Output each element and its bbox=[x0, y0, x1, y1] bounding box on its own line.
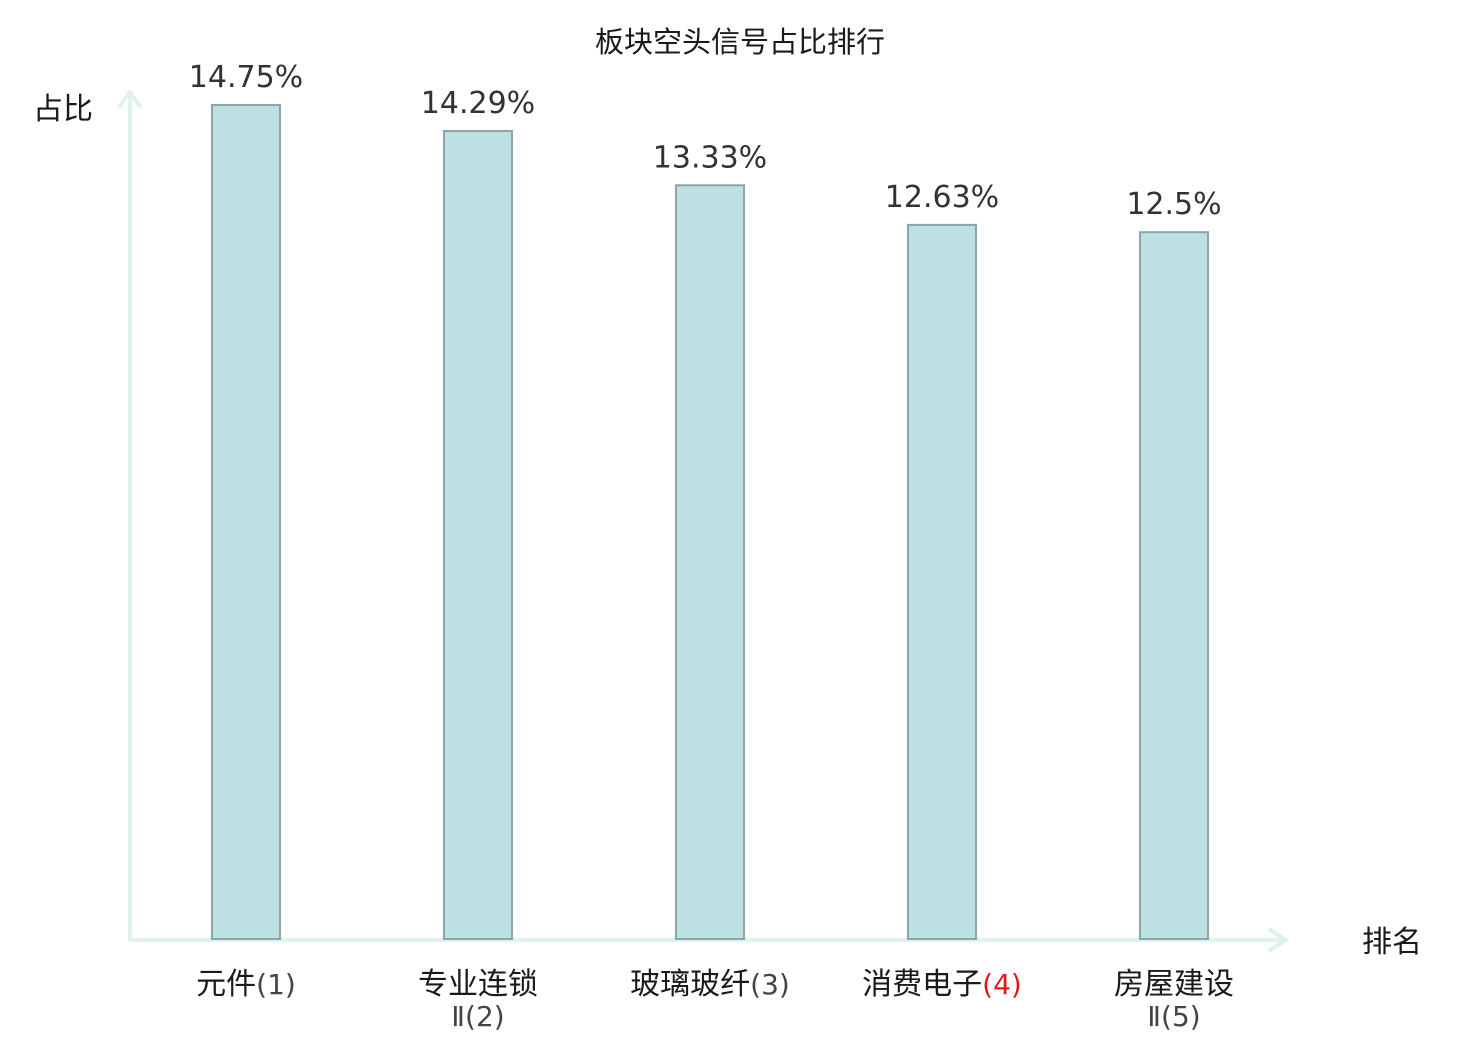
x-tick-rank: (3) bbox=[750, 968, 790, 1001]
x-tick-name: 元件 bbox=[196, 967, 256, 1002]
bar bbox=[443, 130, 513, 940]
bar-series bbox=[211, 104, 1209, 941]
x-tick-label: 元件(1) bbox=[196, 967, 296, 1002]
x-tick-rank: (5) bbox=[1161, 1000, 1201, 1033]
x-tick-label: 玻璃玻纤(3) bbox=[630, 967, 790, 1002]
x-tick-suffix: Ⅱ bbox=[1147, 1000, 1161, 1033]
data-label: 12.5% bbox=[1126, 187, 1221, 222]
bar bbox=[211, 104, 281, 940]
data-label: 12.63% bbox=[885, 180, 999, 215]
data-label: 14.29% bbox=[421, 86, 535, 121]
value-labels: 14.75% 14.29% 13.33% 12.63% 12.5% bbox=[189, 60, 1222, 222]
data-label: 14.75% bbox=[189, 60, 303, 95]
x-tick-name: 专业连锁 bbox=[418, 967, 538, 1002]
x-tick-label-line2: Ⅱ(5) bbox=[1147, 1000, 1200, 1033]
x-tick-rank: (4) bbox=[982, 968, 1022, 1001]
bar bbox=[1139, 231, 1209, 940]
x-tick-name: 房屋建设 bbox=[1114, 967, 1234, 1002]
x-tick-label-line2: Ⅱ(2) bbox=[451, 1000, 504, 1033]
y-axis-arrow-icon bbox=[118, 90, 142, 108]
x-axis-label: 排名 bbox=[1362, 925, 1422, 960]
y-axis-label: 占比 bbox=[33, 92, 93, 127]
x-tick-rank: (1) bbox=[256, 968, 296, 1001]
x-tick-label: 消费电子(4) bbox=[862, 967, 1022, 1002]
x-tick-label: 房屋建设 bbox=[1114, 967, 1234, 1002]
chart-title: 板块空头信号占比排行 bbox=[595, 25, 885, 59]
x-tick-suffix: Ⅱ bbox=[451, 1000, 465, 1033]
x-tick-rank: (2) bbox=[465, 1000, 505, 1033]
x-tick-name: 消费电子 bbox=[862, 967, 982, 1002]
x-axis-arrow-icon bbox=[1268, 928, 1288, 952]
x-tick-label: 专业连锁 bbox=[418, 967, 538, 1002]
bar bbox=[907, 223, 977, 941]
bar bbox=[675, 184, 745, 941]
data-label: 13.33% bbox=[653, 140, 767, 175]
x-tick-name: 玻璃玻纤 bbox=[630, 967, 750, 1002]
